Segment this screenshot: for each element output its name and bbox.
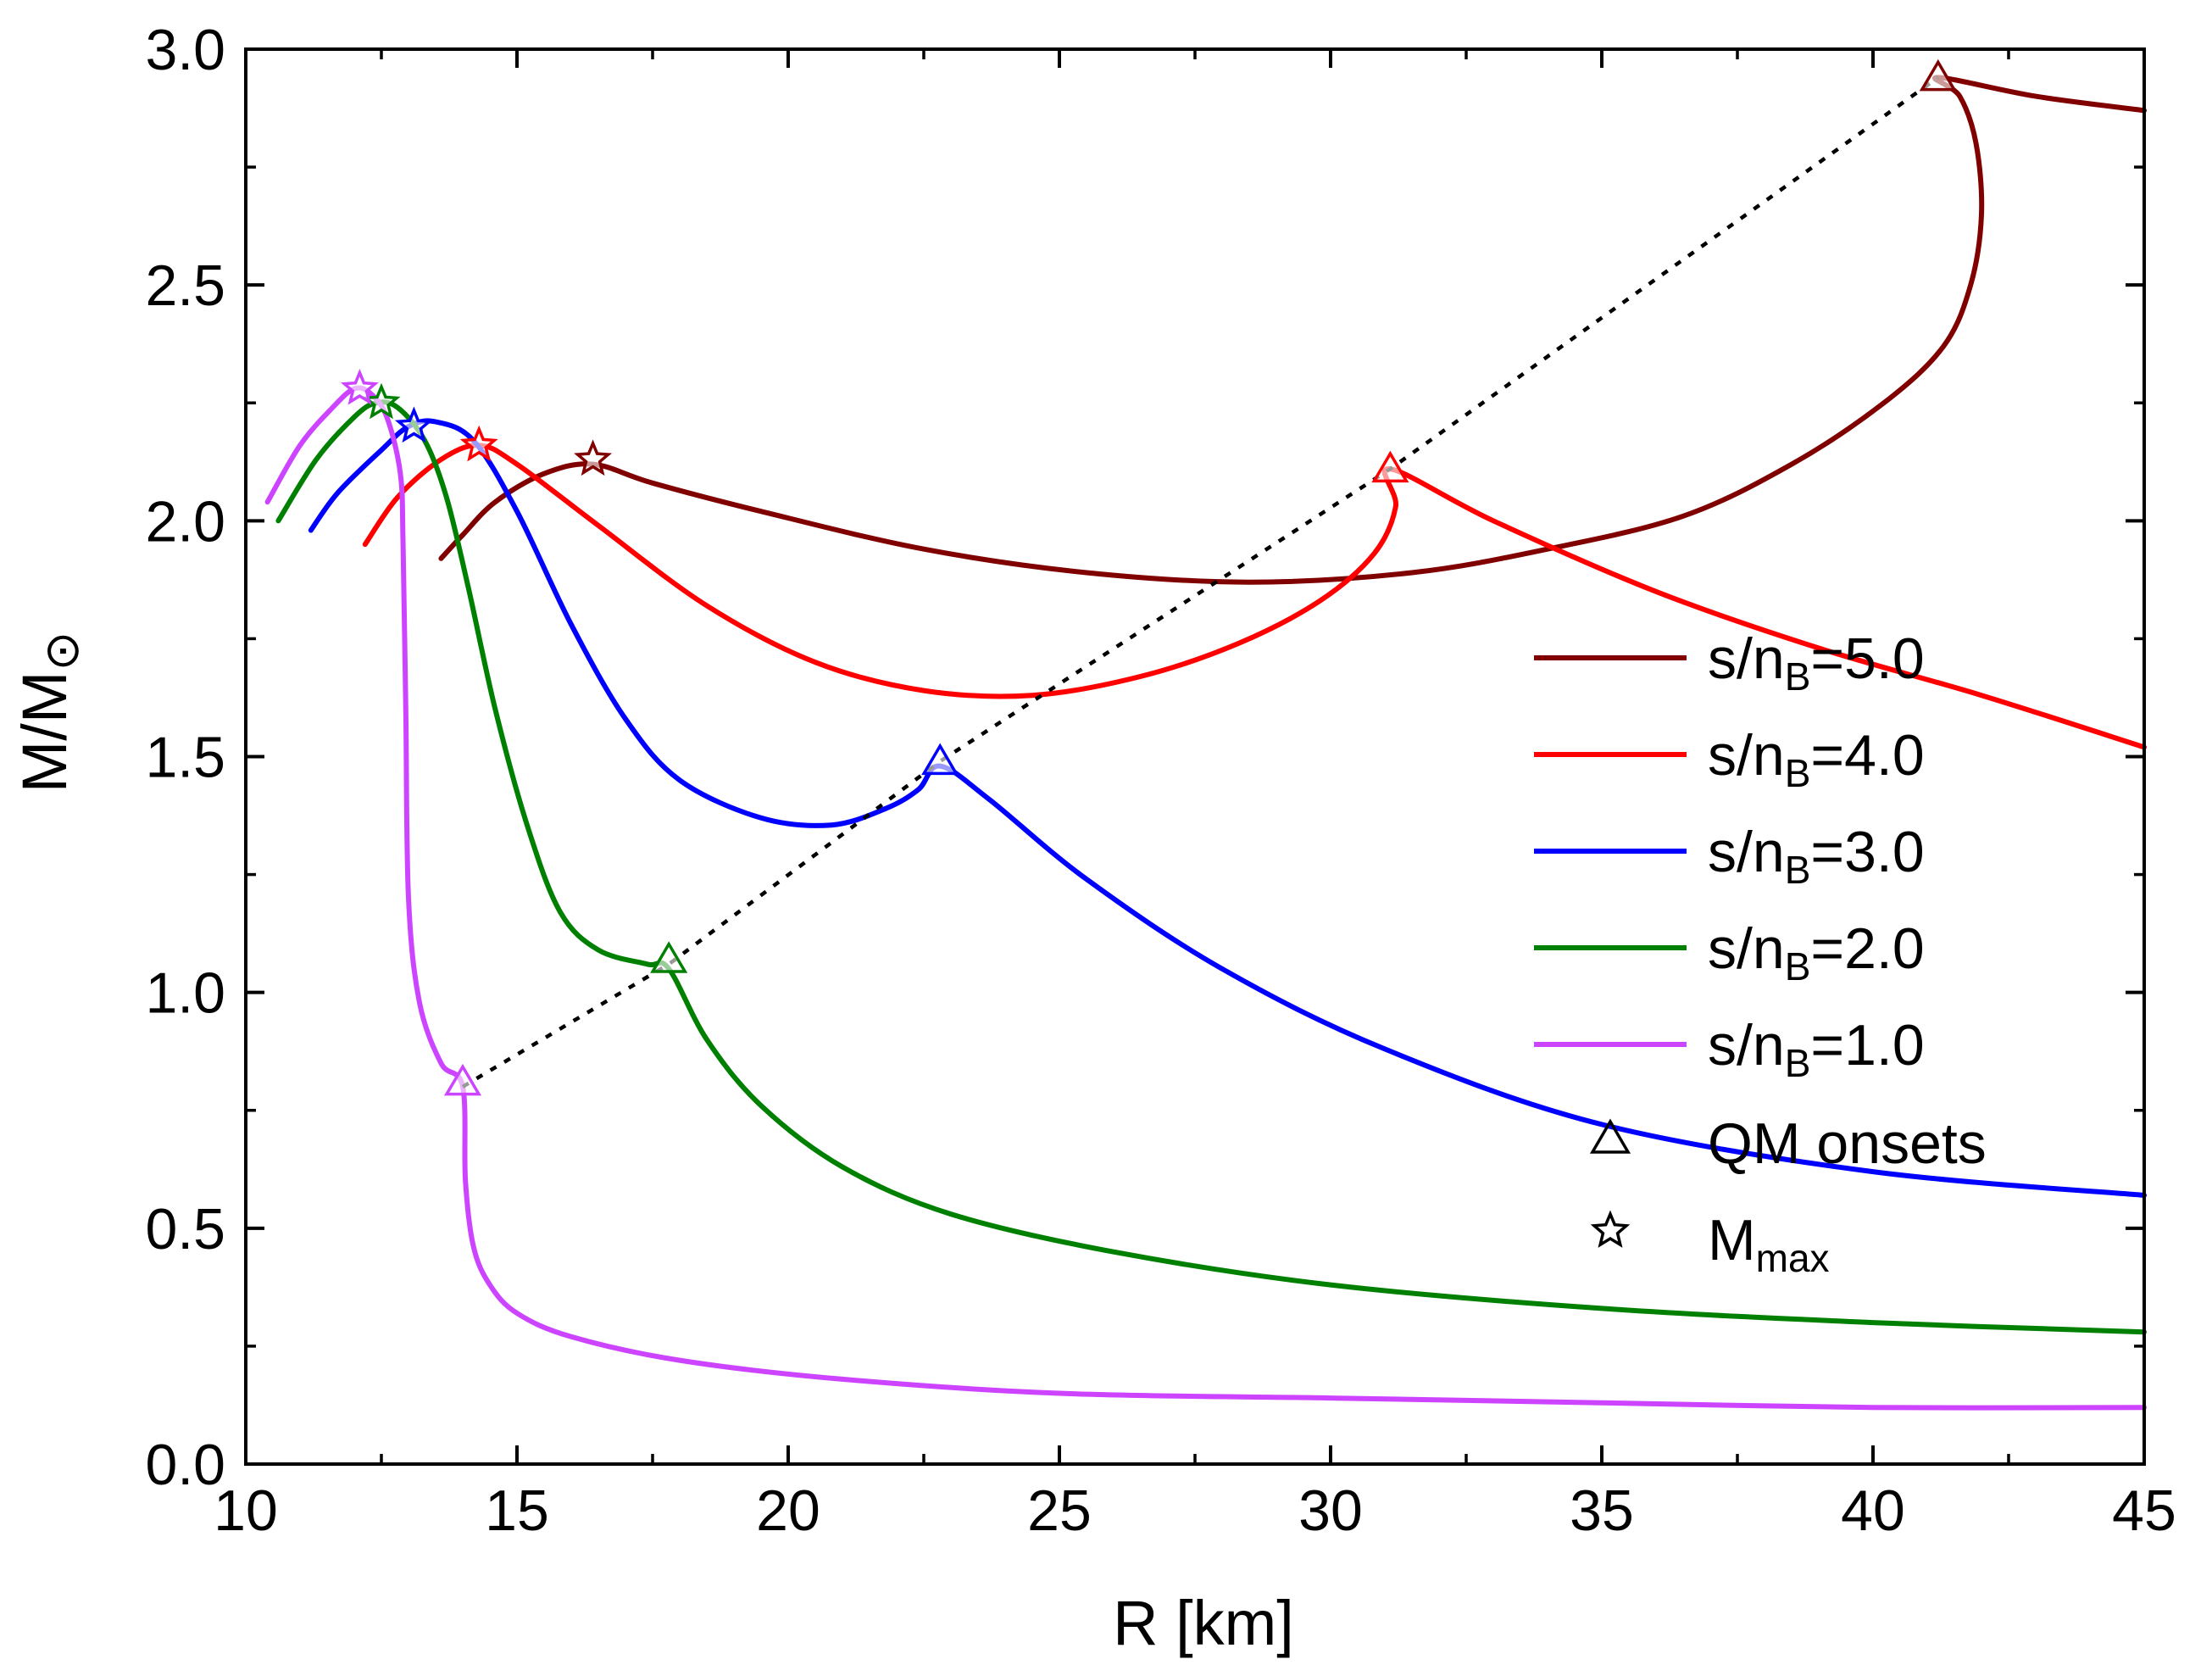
series-line-s4 [362, 443, 2147, 750]
legend-label-s3: s/nB=3.0 [1708, 820, 1925, 892]
legend-label-onsets: QM onsets [1708, 1111, 1987, 1176]
legend: s/nB=5.0 s/nB=4.0 s/nB=3.0 s/nB=2.0 s/nB… [1534, 626, 1987, 1280]
legend-star-shape [1590, 1210, 1631, 1248]
y-axis-title: M/M⊙ [9, 632, 88, 793]
y-tick-label: 1.5 [145, 726, 225, 790]
mmax-star-s4 [459, 425, 498, 462]
legend-label-s3-prefix: s/n [1708, 820, 1785, 884]
marker-layer [340, 58, 1957, 1096]
legend-label-s4-prefix: s/n [1708, 723, 1785, 788]
legend-label-s4-suffix: =4.0 [1810, 723, 1924, 788]
onset-line-layer [461, 75, 1940, 1089]
sun-symbol: ⊙ [35, 632, 88, 671]
legend-label-s5-suffix: =5.0 [1810, 626, 1924, 691]
y-tick-label: 2.5 [145, 253, 225, 318]
legend-label-s2: s/nB=2.0 [1708, 916, 1925, 988]
legend-mmax-star-icon [1590, 1210, 1631, 1248]
legend-label-s1: s/nB=1.0 [1708, 1013, 1925, 1085]
y-tick-label: 0.5 [145, 1197, 225, 1261]
onset-dotted-line [461, 75, 1940, 1089]
onset-triangle-s2 [650, 941, 688, 973]
y-axis-title-main: M/M [9, 671, 80, 793]
onset-triangle-s1 [443, 1063, 482, 1096]
legend-label-s3-sub: B [1785, 848, 1811, 892]
x-tick-label: 20 [756, 1478, 820, 1543]
legend-label-s1-suffix: =1.0 [1810, 1013, 1924, 1077]
mmax-star-s1 [340, 369, 379, 405]
y-tick-label: 3.0 [145, 18, 225, 82]
legend-label-mmax-sub: max [1756, 1236, 1830, 1280]
mmax-star-s5 [574, 439, 613, 476]
x-axis-title: R [km] [1113, 1588, 1294, 1658]
legend-label-s2-sub: B [1785, 944, 1811, 988]
legend-label-s4: s/nB=4.0 [1708, 723, 1925, 795]
ticks-layer: 10 15 20 25 30 35 40 45 0.0 0.5 1.0 1.5 2.0 2.5 3.0 [145, 18, 2176, 1543]
series-line-s3 [308, 418, 2147, 1198]
x-tick-label: 35 [1570, 1478, 1634, 1543]
series-line-s5 [438, 75, 2147, 585]
legend-onset-triangle-icon [1589, 1118, 1631, 1154]
x-tick-label: 40 [1841, 1478, 1905, 1543]
legend-label-s5: s/nB=5.0 [1708, 626, 1925, 699]
legend-label-s3-suffix: =3.0 [1810, 820, 1924, 884]
y-tick-label: 1.0 [145, 961, 225, 1026]
mmax-star-s2 [362, 382, 401, 420]
legend-label-mmax: Mmax [1708, 1208, 1830, 1280]
y-axis-title-group: M/M⊙ [9, 632, 88, 793]
legend-label-s1-sub: B [1785, 1041, 1811, 1085]
x-tick-label: 10 [214, 1478, 278, 1543]
legend-label-s5-sub: B [1785, 654, 1811, 699]
x-tick-label: 45 [2112, 1478, 2176, 1543]
legend-label-s4-sub: B [1785, 751, 1811, 795]
x-tick-label: 15 [485, 1478, 549, 1543]
y-tick-label: 0.0 [145, 1433, 225, 1497]
legend-label-s5-prefix: s/n [1708, 626, 1785, 691]
y-tick-label: 2.0 [145, 489, 225, 554]
x-tick-label: 30 [1298, 1478, 1363, 1543]
mmax-star-s3 [394, 406, 433, 443]
legend-label-s2-prefix: s/n [1708, 916, 1785, 981]
onset-triangle-s4 [1371, 450, 1409, 483]
onset-triangle-s5 [1919, 58, 1957, 92]
onset-triangle-s3 [921, 743, 959, 776]
legend-label-mmax-prefix: M [1708, 1208, 1756, 1272]
legend-label-s1-prefix: s/n [1708, 1013, 1785, 1077]
series-line-s1 [264, 385, 2147, 1411]
x-tick-label: 25 [1027, 1478, 1092, 1543]
legend-label-s2-suffix: =2.0 [1810, 916, 1924, 981]
